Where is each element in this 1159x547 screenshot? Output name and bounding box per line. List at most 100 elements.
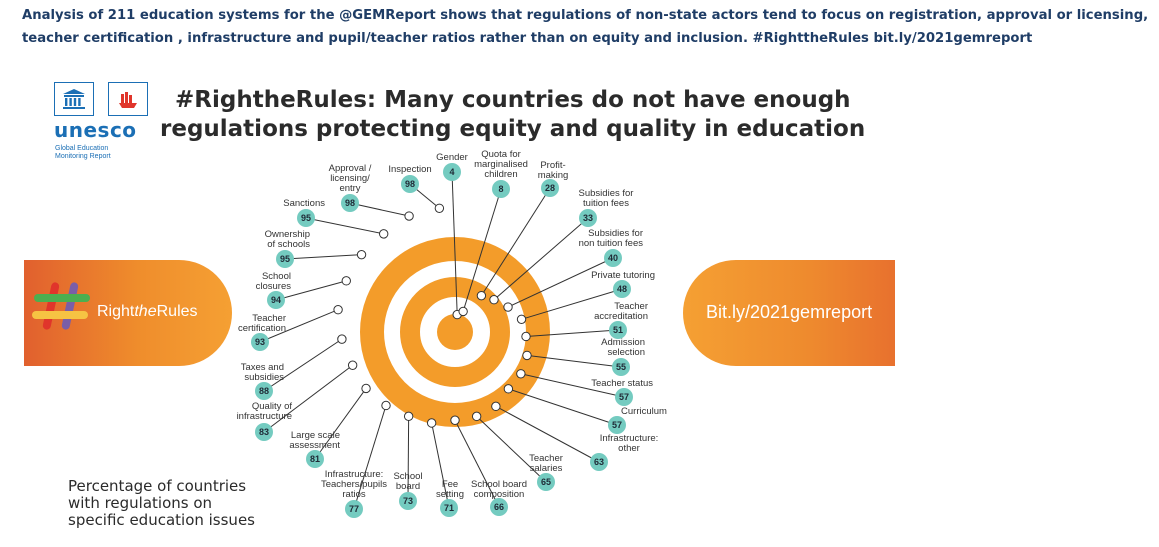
value-marker: [516, 314, 527, 325]
value-marker: [347, 360, 358, 370]
value-badge: [537, 473, 555, 491]
value-marker: [471, 411, 482, 422]
bitly-link[interactable]: Bit.ly/2021gemreport: [706, 302, 873, 322]
value-label: 57: [619, 392, 629, 402]
leader-line: [521, 288, 623, 320]
value-marker: [434, 203, 445, 213]
category-label: Subsidies for non tuition fees: [579, 228, 644, 249]
category-label: Inspection: [388, 164, 431, 175]
value-badge: [609, 321, 627, 339]
leader-line: [263, 364, 353, 433]
category-label: Quality of infrastructure: [237, 401, 293, 422]
leader-line: [507, 257, 614, 308]
category-label: Infrastructure: other: [600, 433, 659, 454]
category-label: Sanctions: [283, 198, 325, 209]
value-marker: [522, 350, 532, 361]
category-label: Teacher certification: [238, 313, 286, 334]
leader-line: [451, 171, 458, 315]
value-badge: [399, 492, 417, 510]
leader-line: [431, 422, 450, 509]
value-marker: [450, 415, 460, 425]
legend-line: specific education issues: [68, 511, 255, 529]
category-label: School board: [393, 471, 422, 492]
leader-line: [305, 217, 384, 235]
category-label: Gender: [436, 152, 468, 163]
value-badge: [276, 250, 294, 268]
hashtag-icon: [32, 282, 90, 330]
ring-core: [437, 314, 473, 350]
value-marker: [381, 400, 391, 411]
value-badge: [401, 175, 419, 193]
value-badge: [615, 388, 633, 406]
leader-line: [525, 329, 619, 337]
category-label: Teacher accreditation: [594, 301, 648, 322]
value-badge: [255, 382, 273, 400]
value-marker: [333, 304, 343, 315]
category-label: Infrastructure: Teachers/pupils ratios: [321, 469, 387, 500]
value-label: 48: [617, 284, 627, 294]
category-label: Teacher salaries: [529, 453, 563, 474]
value-label: 95: [301, 213, 311, 223]
value-label: 81: [310, 454, 320, 464]
leader-line: [480, 187, 551, 296]
value-badge: [345, 500, 363, 518]
value-label: 88: [259, 386, 269, 396]
value-marker: [503, 302, 513, 312]
value-badge: [341, 194, 359, 212]
value-badge: [297, 209, 315, 227]
leader-line: [259, 309, 339, 343]
value-label: 73: [403, 496, 413, 506]
value-marker: [341, 276, 351, 286]
value-badge: [613, 280, 631, 298]
value-badge: [267, 291, 285, 309]
category-label: Private tutoring: [591, 270, 655, 281]
gemr-emblem-icon: [108, 82, 148, 116]
value-marker: [521, 331, 531, 342]
leader-line: [353, 405, 387, 510]
righttherules-label: RighttheRules: [97, 303, 198, 320]
category-label: Fee setting: [436, 479, 464, 500]
value-marker: [404, 211, 414, 221]
value-badge: [541, 179, 559, 197]
category-label: Quota for marginalised children: [474, 149, 528, 180]
value-label: 51: [613, 325, 623, 335]
value-label: 57: [612, 420, 622, 430]
gemr-subtitle-line2: Monitoring Report: [55, 153, 111, 160]
value-marker: [337, 334, 347, 344]
unesco-temple-icon: [54, 82, 94, 116]
value-label: 83: [259, 427, 269, 437]
category-label: Large scale assessment: [289, 430, 340, 451]
category-label: Teacher status: [591, 378, 653, 389]
bitly-banner: [683, 260, 895, 366]
value-marker: [426, 418, 437, 428]
value-label: 8: [498, 184, 503, 194]
value-badge: [604, 249, 622, 267]
chart-marks: [251, 163, 633, 518]
legend-line: with regulations on: [68, 494, 213, 512]
value-badge: [579, 209, 597, 227]
leader-line: [454, 420, 500, 508]
value-label: 66: [494, 502, 504, 512]
value-label: 28: [545, 183, 555, 193]
value-marker: [361, 383, 371, 394]
category-label: Subsidies for tuition fees: [579, 188, 634, 209]
chart-leader-lines: [259, 171, 625, 510]
value-badge: [590, 453, 608, 471]
tweet-text: Analysis of 211 education systems for th…: [22, 8, 1149, 46]
value-label: 98: [405, 179, 415, 189]
value-label: 71: [444, 503, 454, 513]
value-badge: [443, 163, 461, 181]
gemr-subtitle-line1: Global Education: [55, 145, 109, 152]
category-label: School closures: [256, 271, 292, 292]
value-marker: [476, 290, 487, 301]
value-badge: [306, 450, 324, 468]
value-marker: [503, 384, 514, 394]
leader-line: [476, 416, 547, 483]
value-badge: [492, 180, 510, 198]
value-label: 95: [280, 254, 290, 264]
value-marker: [356, 249, 367, 260]
value-label: 94: [271, 295, 281, 305]
value-label: 55: [616, 362, 626, 372]
value-label: 93: [255, 337, 265, 347]
